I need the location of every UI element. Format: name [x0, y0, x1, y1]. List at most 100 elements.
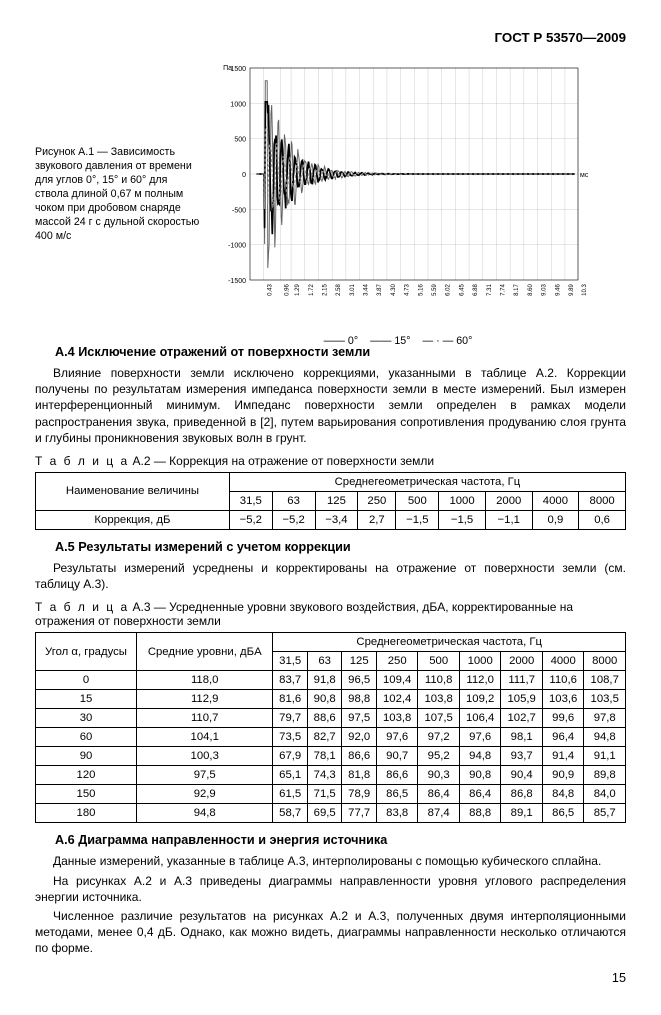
- table-row: 15112,981,690,898,8102,4103,8109,2105,91…: [36, 690, 626, 709]
- svg-text:5.16: 5.16: [418, 284, 424, 296]
- table-cell: 94,8: [584, 728, 626, 747]
- table-cell: 90,8: [459, 766, 501, 785]
- table-cell: 102,4: [376, 690, 418, 709]
- table-cell: 86,6: [342, 747, 377, 766]
- table-cell: 90,7: [376, 747, 418, 766]
- table-cell: 58,7: [273, 804, 308, 823]
- svg-text:3.01: 3.01: [350, 284, 356, 296]
- table-cell: 110,6: [542, 671, 584, 690]
- table-cell: −3,4: [315, 510, 358, 529]
- table-cell: 87,4: [418, 804, 460, 823]
- table-header: Наименование величины: [36, 472, 230, 510]
- table-cell: 83,7: [273, 671, 308, 690]
- table-a3-title: Т а б л и ц а А.3 — Усредненные уровни з…: [35, 600, 626, 628]
- svg-text:0.96: 0.96: [285, 284, 291, 296]
- table-cell: 0,6: [579, 510, 626, 529]
- svg-text:1.72: 1.72: [309, 284, 315, 296]
- table-header: 2000: [485, 491, 532, 510]
- svg-text:0.43: 0.43: [268, 284, 274, 296]
- table-header: 2000: [501, 652, 543, 671]
- table-row: 30110,779,788,697,5103,8107,5106,4102,79…: [36, 709, 626, 728]
- table-cell: 86,4: [418, 785, 460, 804]
- document-reference: ГОСТ Р 53570—2009: [35, 30, 626, 45]
- table-header: 63: [272, 491, 315, 510]
- table-a3: Угол α, градусы Средние уровни, дБA Сред…: [35, 632, 626, 823]
- figure-a1: -1500-1000-500050010001500Па0.430.961.29…: [208, 60, 588, 330]
- table-cell: 94,8: [459, 747, 501, 766]
- table-cell: 97,8: [584, 709, 626, 728]
- table-cell: 77,7: [342, 804, 377, 823]
- table-cell: 98,8: [342, 690, 377, 709]
- section-a4-title: А.4 Исключение отражений от поверхности …: [55, 345, 626, 359]
- table-cell: 118,0: [137, 671, 273, 690]
- table-cell: 85,7: [584, 804, 626, 823]
- svg-text:-1000: -1000: [228, 243, 246, 250]
- svg-text:1000: 1000: [230, 101, 246, 108]
- table-cell: 108,7: [584, 671, 626, 690]
- table-cell: 102,7: [501, 709, 543, 728]
- table-header: 4000: [542, 652, 584, 671]
- table-cell: 67,9: [273, 747, 308, 766]
- table-header: Угол α, градусы: [36, 633, 137, 671]
- page-number: 15: [35, 971, 626, 985]
- table-cell: 30: [36, 709, 137, 728]
- table-cell: 83,8: [376, 804, 418, 823]
- table-cell: 97,5: [137, 766, 273, 785]
- table-header: 31,5: [273, 652, 308, 671]
- table-cell: 84,0: [584, 785, 626, 804]
- table-header: 4000: [532, 491, 579, 510]
- table-cell: 86,8: [501, 785, 543, 804]
- svg-text:7.74: 7.74: [500, 284, 506, 296]
- table-header: 8000: [579, 491, 626, 510]
- table-cell: 109,4: [376, 671, 418, 690]
- table-cell: 97,6: [459, 728, 501, 747]
- table-cell: 81,6: [273, 690, 308, 709]
- a6-p3: Численное различие результатов на рисунк…: [35, 908, 626, 957]
- svg-text:9.03: 9.03: [542, 284, 548, 296]
- table-cell: 100,3: [137, 747, 273, 766]
- svg-text:9.89: 9.89: [569, 284, 575, 296]
- table-cell: 99,6: [542, 709, 584, 728]
- table-cell: 95,2: [418, 747, 460, 766]
- table-cell: 96,5: [342, 671, 377, 690]
- svg-text:4.30: 4.30: [391, 284, 397, 296]
- table-a3-body: 0118,083,791,896,5109,4110,8112,0111,711…: [36, 671, 626, 823]
- table-cell: 86,5: [542, 804, 584, 823]
- svg-text:8.17: 8.17: [514, 284, 520, 296]
- table-cell: 112,0: [459, 671, 501, 690]
- table-cell: 86,6: [376, 766, 418, 785]
- table-cell: 90,8: [307, 690, 342, 709]
- table-cell: 111,7: [501, 671, 543, 690]
- table-row: 90100,367,978,186,690,795,294,893,791,49…: [36, 747, 626, 766]
- svg-text:2.15: 2.15: [322, 284, 328, 296]
- table-cell: 90,3: [418, 766, 460, 785]
- table-a2-title: Т а б л и ц а А.2 — Коррекция на отражен…: [35, 454, 626, 468]
- svg-text:мс: мс: [580, 172, 588, 179]
- table-row: 0118,083,791,896,5109,4110,8112,0111,711…: [36, 671, 626, 690]
- table-cell: 97,2: [418, 728, 460, 747]
- svg-text:-500: -500: [232, 207, 246, 214]
- table-cell: 105,9: [501, 690, 543, 709]
- table-cell: 79,7: [273, 709, 308, 728]
- table-cell: 78,1: [307, 747, 342, 766]
- a6-p1: Данные измерений, указанные в таблице А.…: [35, 853, 626, 869]
- a6-p2: На рисунках А.2 и А.3 приведены диаграмм…: [35, 873, 626, 905]
- table-cell: 98,1: [501, 728, 543, 747]
- chart-legend: —— 0°—— 15°— · — 60°: [208, 335, 588, 347]
- table-header: 250: [376, 652, 418, 671]
- table-cell: 112,9: [137, 690, 273, 709]
- table-cell: 61,5: [273, 785, 308, 804]
- svg-text:2.58: 2.58: [336, 284, 342, 296]
- svg-text:500: 500: [234, 137, 246, 144]
- table-cell: 2,7: [358, 510, 396, 529]
- svg-text:4.73: 4.73: [405, 284, 411, 296]
- svg-text:8.60: 8.60: [528, 284, 534, 296]
- table-cell: 94,8: [137, 804, 273, 823]
- table-cell: 89,8: [584, 766, 626, 785]
- table-header: Средние уровни, дБA: [137, 633, 273, 671]
- table-cell: 92,0: [342, 728, 377, 747]
- table-cell: 65,1: [273, 766, 308, 785]
- figure-a1-row: Рисунок А.1 — Зависимость звукового давл…: [35, 60, 626, 330]
- table-cell: 78,9: [342, 785, 377, 804]
- table-cell: 86,5: [376, 785, 418, 804]
